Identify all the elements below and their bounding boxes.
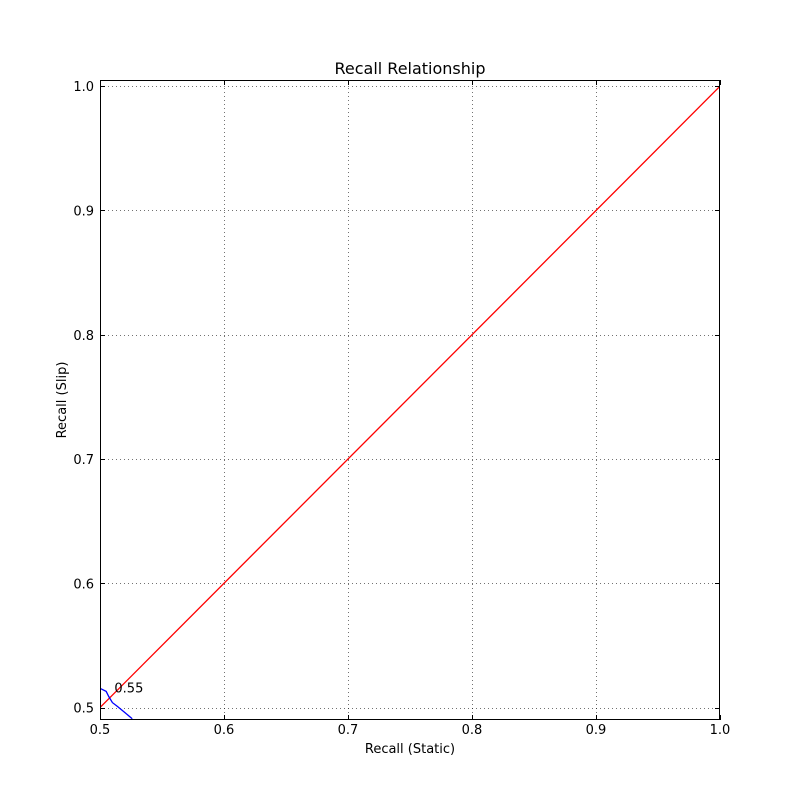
x-axis-label: Recall (Static) [365, 742, 455, 757]
ticks: 0.5 0.6 0.7 0.8 0.9 1.0 0.5 0.6 0.7 0.8 0.9 1.0 [73, 80, 730, 738]
series-line-2 [100, 687, 133, 720]
y-tick-label: 0.5 [73, 702, 94, 717]
y-tick-label: 0.8 [73, 329, 94, 344]
plot-frame [100, 80, 720, 720]
y-tick-label: 0.9 [73, 204, 94, 219]
x-tick-label: 0.7 [338, 723, 359, 738]
x-tick-label: 0.8 [462, 723, 483, 738]
x-tick-label: 0.9 [586, 723, 607, 738]
chart-title: Recall Relationship [334, 59, 485, 78]
grid [100, 80, 720, 720]
y-axis-label: Recall (Slip) [55, 362, 70, 439]
y-tick-label: 1.0 [73, 80, 94, 95]
series-layer [100, 85, 720, 720]
contour-label: 0.55 [114, 682, 143, 697]
series-line-1 [100, 85, 720, 709]
x-tick-label: 1.0 [710, 723, 731, 738]
y-tick-label: 0.6 [73, 577, 94, 592]
x-tick-label: 0.6 [214, 723, 235, 738]
annotations: 0.55 [114, 682, 143, 697]
y-tick-label: 0.7 [73, 453, 94, 468]
x-tick-label: 0.5 [90, 723, 111, 738]
